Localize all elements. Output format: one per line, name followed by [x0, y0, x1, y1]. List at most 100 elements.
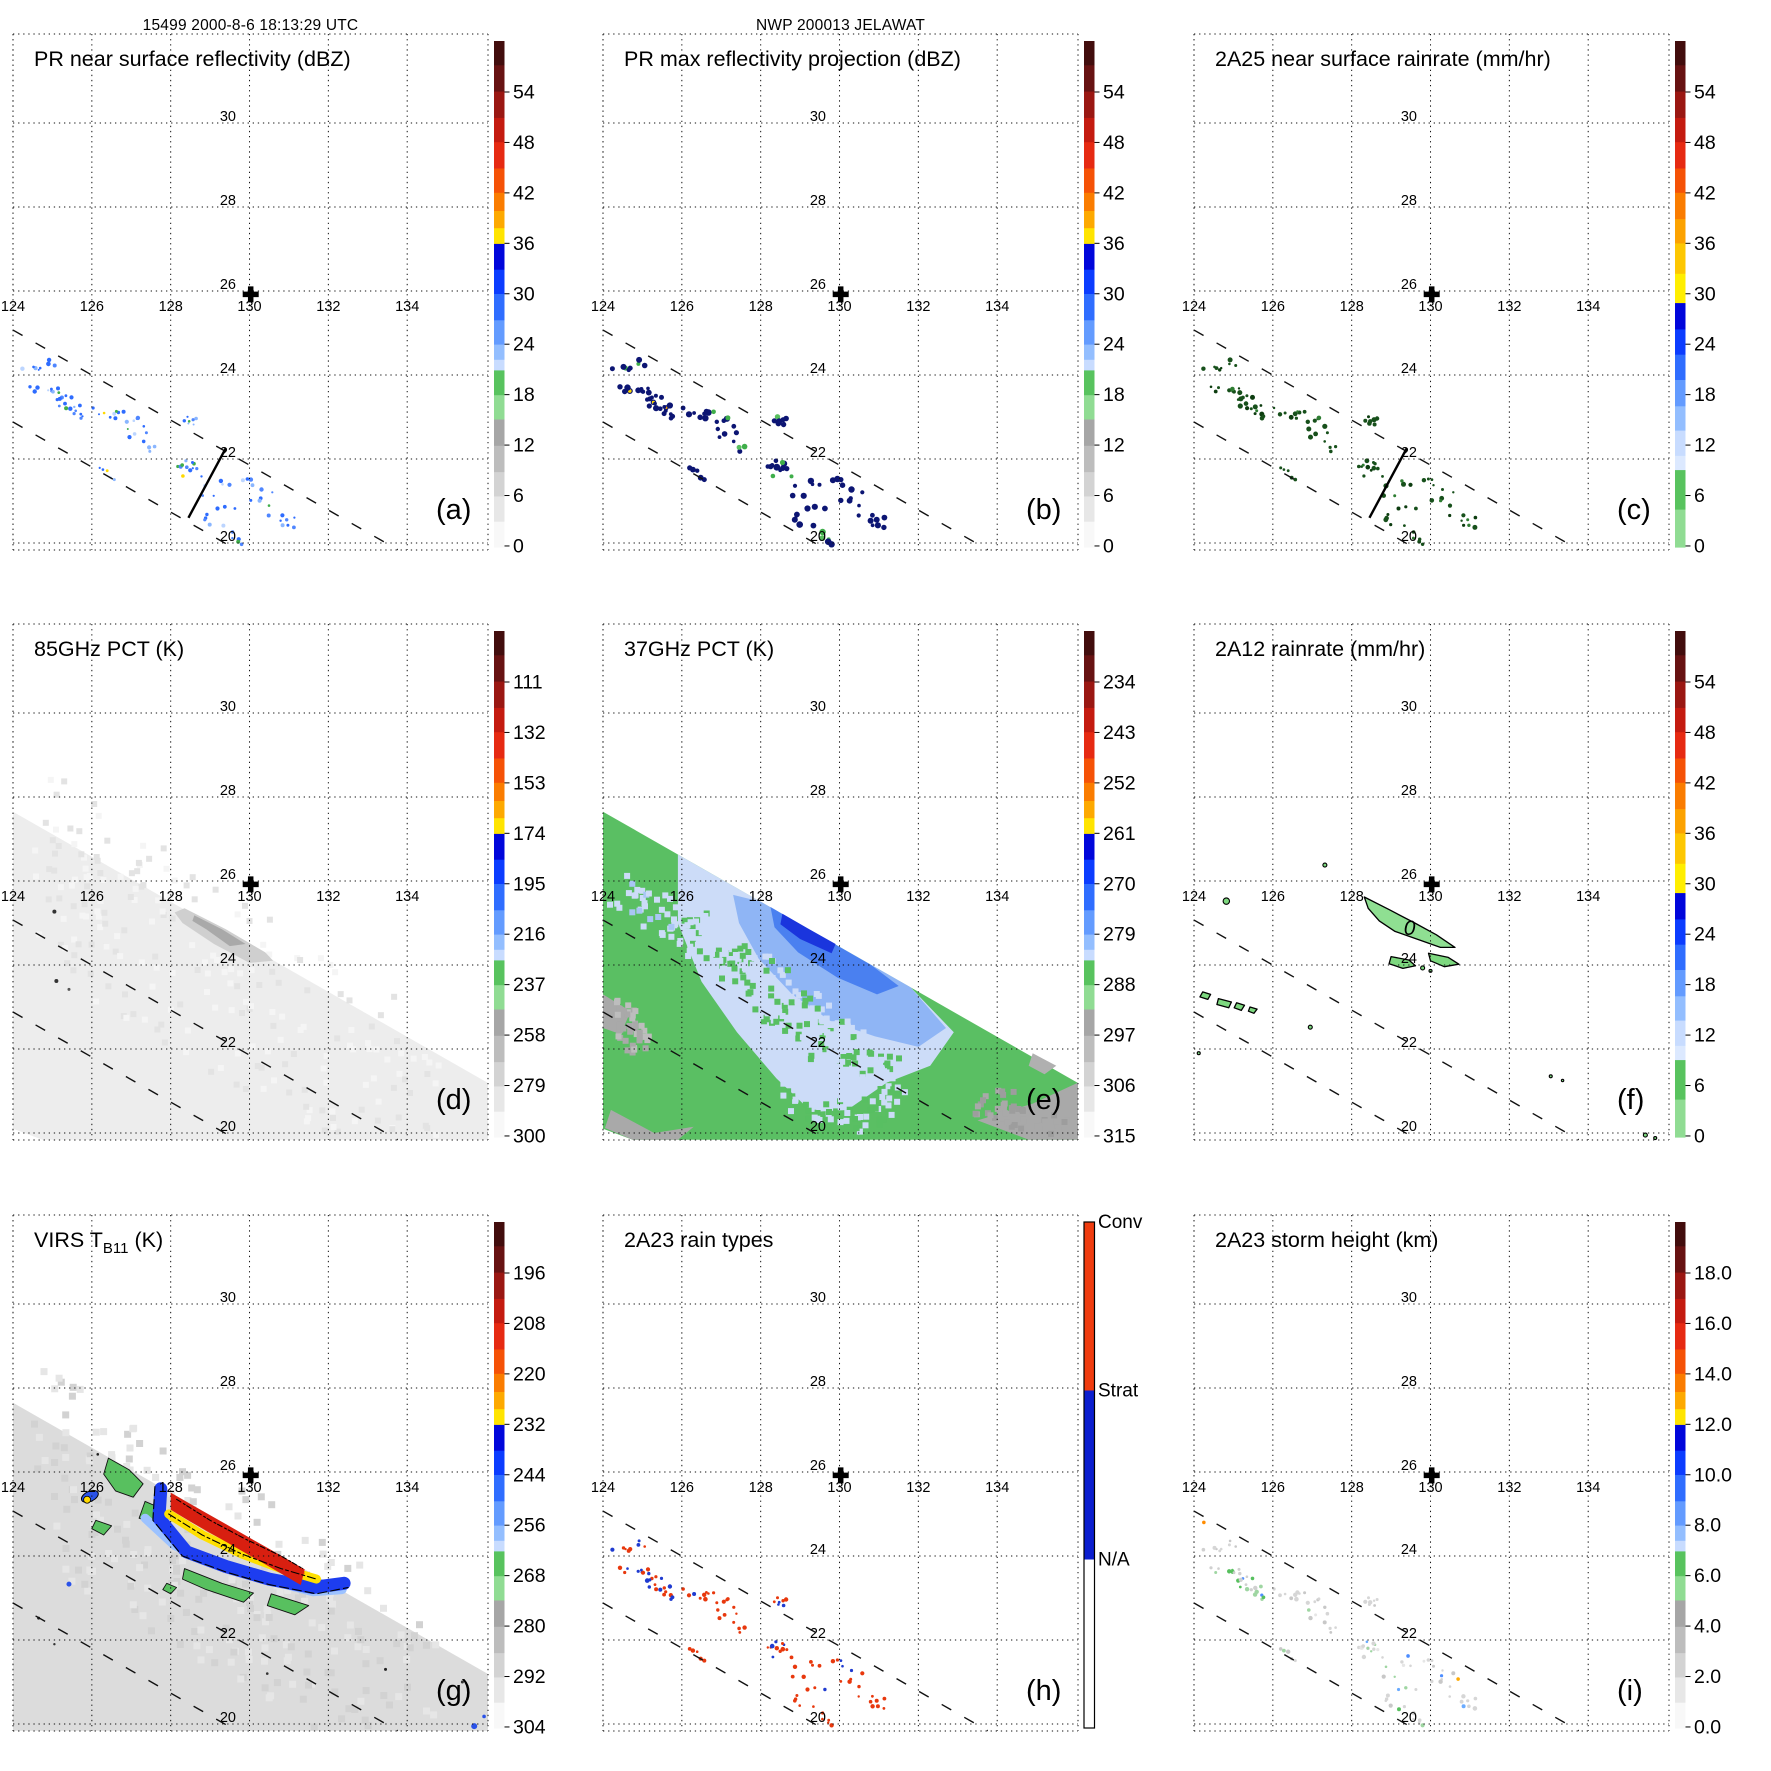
svg-text:24: 24 [810, 361, 826, 377]
storm-center-marker [242, 876, 259, 893]
svg-text:304: 304 [513, 1716, 546, 1738]
svg-text:132: 132 [513, 722, 546, 744]
svg-text:134: 134 [395, 299, 419, 315]
panel-title: 37GHz PCT (K) [624, 637, 774, 661]
svg-text:124: 124 [1182, 1480, 1206, 1496]
svg-text:28: 28 [1401, 1374, 1417, 1390]
svg-text:24: 24 [810, 951, 826, 967]
svg-text:42: 42 [1103, 182, 1125, 204]
svg-text:28: 28 [220, 193, 236, 209]
svg-text:54: 54 [513, 82, 535, 104]
svg-text:30: 30 [810, 699, 826, 715]
svg-text:132: 132 [906, 1480, 930, 1496]
svg-text:26: 26 [1401, 867, 1417, 883]
svg-text:18: 18 [1694, 384, 1716, 406]
svg-text:300: 300 [513, 1125, 546, 1147]
svg-text:8.0: 8.0 [1694, 1515, 1721, 1537]
svg-text:126: 126 [1261, 889, 1285, 905]
storm-center-marker [1423, 286, 1440, 303]
svg-text:20: 20 [220, 1119, 236, 1135]
colorbar-labels: 234 243 252 261 270 279 288 297 306 315 [1103, 672, 1136, 1148]
svg-text:2.0: 2.0 [1694, 1666, 1721, 1688]
svg-text:20: 20 [1401, 529, 1417, 545]
svg-text:48: 48 [513, 132, 535, 154]
svg-text:24: 24 [810, 1542, 826, 1558]
svg-text:30: 30 [1694, 873, 1716, 895]
svg-text:130: 130 [827, 299, 851, 315]
svg-text:0: 0 [1103, 535, 1114, 557]
svg-text:Strat: Strat [1098, 1381, 1139, 1402]
svg-text:54: 54 [1103, 82, 1125, 104]
svg-text:24: 24 [1694, 334, 1716, 356]
svg-text:126: 126 [80, 1480, 104, 1496]
svg-text:280: 280 [513, 1616, 546, 1638]
data-speckles [1201, 357, 1478, 546]
svg-text:24: 24 [220, 951, 236, 967]
svg-text:24: 24 [1401, 1542, 1417, 1558]
panel-title: PR max reflectivity projection (dBZ) [624, 47, 961, 71]
orbit-header: 15499 2000-8-6 18:13:29 UTC [142, 17, 359, 34]
svg-text:130: 130 [1418, 1480, 1442, 1496]
svg-text:12: 12 [1694, 1025, 1716, 1047]
panel-i: 30 28 26 24 22 20 124 126 128 130 132 134 2A23 storm… [1182, 1214, 1732, 1738]
colorbar-labels: 196 208 220 232 244 256 268 280 292 304 [513, 1263, 546, 1739]
svg-text:22: 22 [1401, 1035, 1417, 1051]
svg-text:24: 24 [1694, 924, 1716, 946]
svg-text:42: 42 [513, 182, 535, 204]
svg-text:26: 26 [220, 867, 236, 883]
svg-text:134: 134 [1576, 299, 1600, 315]
panel-title: PR near surface reflectivity (dBZ) [34, 47, 351, 71]
cross-section-line [187, 447, 227, 519]
svg-text:14.0: 14.0 [1694, 1363, 1732, 1385]
colorbar [494, 41, 510, 548]
svg-text:124: 124 [1, 299, 25, 315]
svg-text:24: 24 [1401, 951, 1417, 967]
storm-center-marker [832, 286, 849, 303]
svg-text:18: 18 [1694, 974, 1716, 996]
svg-text:124: 124 [591, 299, 615, 315]
svg-text:48: 48 [1694, 722, 1716, 744]
svg-text:6.0: 6.0 [1694, 1565, 1721, 1587]
svg-text:24: 24 [1401, 361, 1417, 377]
svg-text:18: 18 [1103, 384, 1125, 406]
svg-text:22: 22 [1401, 1626, 1417, 1642]
svg-text:6: 6 [1103, 485, 1114, 507]
svg-text:42: 42 [1694, 772, 1716, 794]
svg-text:30: 30 [513, 283, 535, 305]
svg-text:26: 26 [220, 1458, 236, 1474]
svg-text:134: 134 [1576, 1480, 1600, 1496]
svg-text:26: 26 [1401, 1458, 1417, 1474]
svg-text:22: 22 [1401, 445, 1417, 461]
svg-text:10.0: 10.0 [1694, 1464, 1732, 1486]
colorbar [494, 631, 510, 1138]
svg-text:130: 130 [1418, 299, 1442, 315]
svg-text:268: 268 [513, 1565, 546, 1587]
svg-text:30: 30 [1694, 283, 1716, 305]
svg-text:124: 124 [1, 889, 25, 905]
panel-letter: (f) [1617, 1084, 1644, 1116]
svg-text:124: 124 [1182, 889, 1206, 905]
map-grid-labels: 30 28 26 24 22 20 124 126 128 130 132 134 [1, 109, 419, 545]
svg-text:30: 30 [220, 1290, 236, 1306]
svg-text:126: 126 [670, 299, 694, 315]
svg-text:22: 22 [220, 1035, 236, 1051]
panel-title: 2A25 near surface rainrate (mm/hr) [1215, 47, 1551, 71]
colorbar-labels: 54 48 42 36 30 24 18 12 6 0 [513, 82, 535, 558]
svg-text:216: 216 [513, 924, 546, 946]
svg-text:20: 20 [220, 529, 236, 545]
svg-text:36: 36 [1694, 233, 1716, 255]
map-grid-labels: 30 28 26 24 22 20 124 126 128 130 132 134 [591, 699, 1009, 1135]
map-grid-labels: 30 28 26 24 22 20 124 126 128 130 132 134 [591, 109, 1009, 545]
panel-letter: (h) [1026, 1675, 1061, 1707]
panel-letter: (c) [1617, 494, 1651, 526]
svg-text:134: 134 [1576, 889, 1600, 905]
svg-text:126: 126 [1261, 1480, 1285, 1496]
svg-text:126: 126 [80, 889, 104, 905]
svg-text:306: 306 [1103, 1075, 1136, 1097]
svg-text:132: 132 [906, 299, 930, 315]
svg-text:258: 258 [513, 1025, 546, 1047]
swath-edges [12, 329, 399, 551]
svg-text:132: 132 [316, 889, 340, 905]
colorbar [1675, 631, 1691, 1138]
